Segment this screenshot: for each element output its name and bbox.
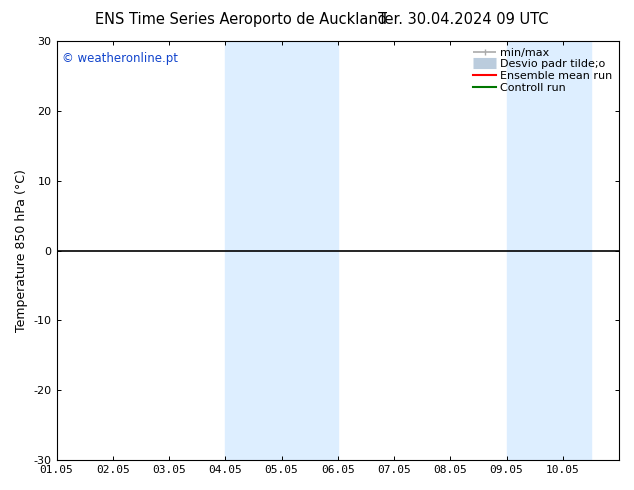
Bar — [254, 41, 338, 460]
Text: ENS Time Series Aeroporto de Auckland: ENS Time Series Aeroporto de Auckland — [95, 12, 387, 27]
Bar — [225, 41, 254, 460]
Bar — [507, 41, 534, 460]
Legend: min/max, Desvio padr tilde;o, Ensemble mean run, Controll run: min/max, Desvio padr tilde;o, Ensemble m… — [470, 45, 616, 96]
Bar — [534, 41, 591, 460]
Text: Ter. 30.04.2024 09 UTC: Ter. 30.04.2024 09 UTC — [378, 12, 548, 27]
Text: © weatheronline.pt: © weatheronline.pt — [62, 51, 178, 65]
Y-axis label: Temperature 850 hPa (°C): Temperature 850 hPa (°C) — [15, 169, 28, 332]
